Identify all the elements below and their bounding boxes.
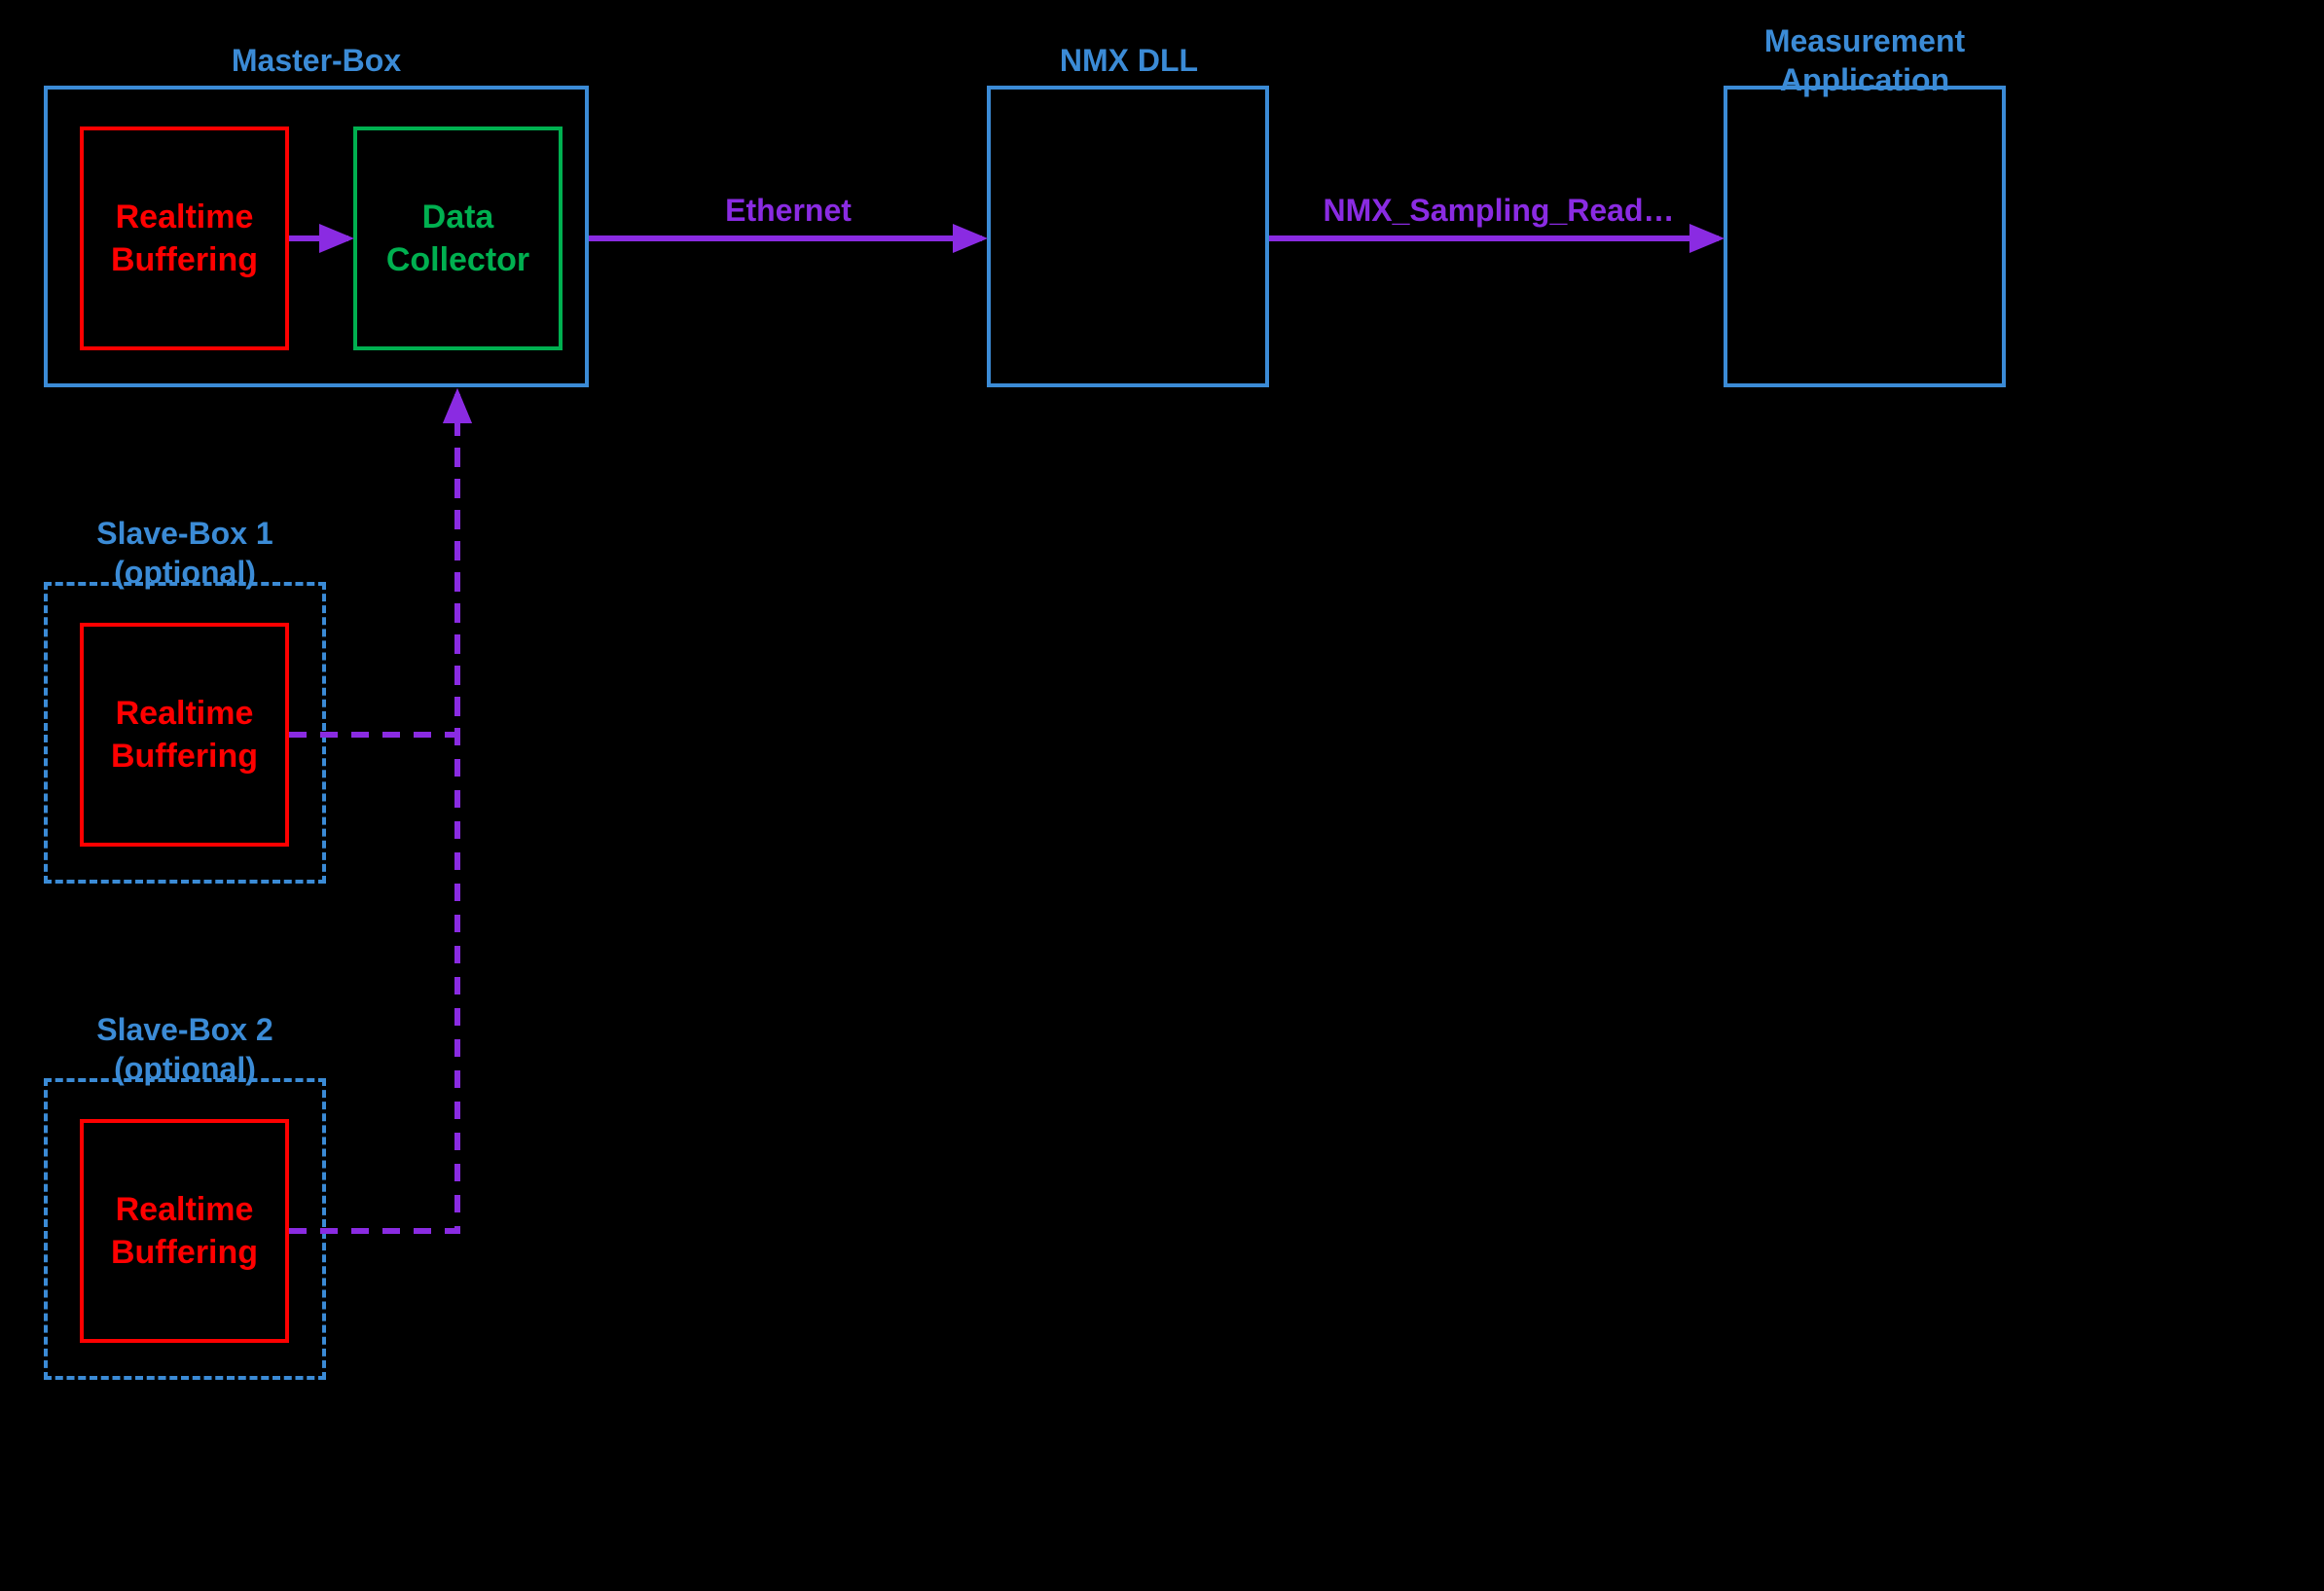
nmx-dll-label: NMX DLL (886, 41, 1372, 80)
slave2-label: Slave-Box 2(optional) (0, 1010, 428, 1088)
nmx-dll-box (987, 86, 1269, 387)
realtime-slave2-label: RealtimeBuffering (111, 1188, 258, 1274)
realtime-slave2-box: RealtimeBuffering (80, 1119, 289, 1343)
nmx-sampling-label: NMX_Sampling_Read… (1207, 193, 1791, 229)
realtime-master-label: RealtimeBuffering (111, 196, 258, 281)
slave1-label: Slave-Box 1(optional) (0, 514, 428, 592)
realtime-slave1-box: RealtimeBuffering (80, 623, 289, 847)
realtime-slave1-label: RealtimeBuffering (111, 692, 258, 777)
measurement-app-label: MeasurementApplication (1621, 21, 2108, 99)
realtime-master-box: RealtimeBuffering (80, 127, 289, 350)
ethernet-label: Ethernet (496, 193, 1080, 229)
master-box-label: Master-Box (73, 41, 560, 80)
measurement-app-box (1724, 86, 2006, 387)
data-collector-box: DataCollector (353, 127, 563, 350)
